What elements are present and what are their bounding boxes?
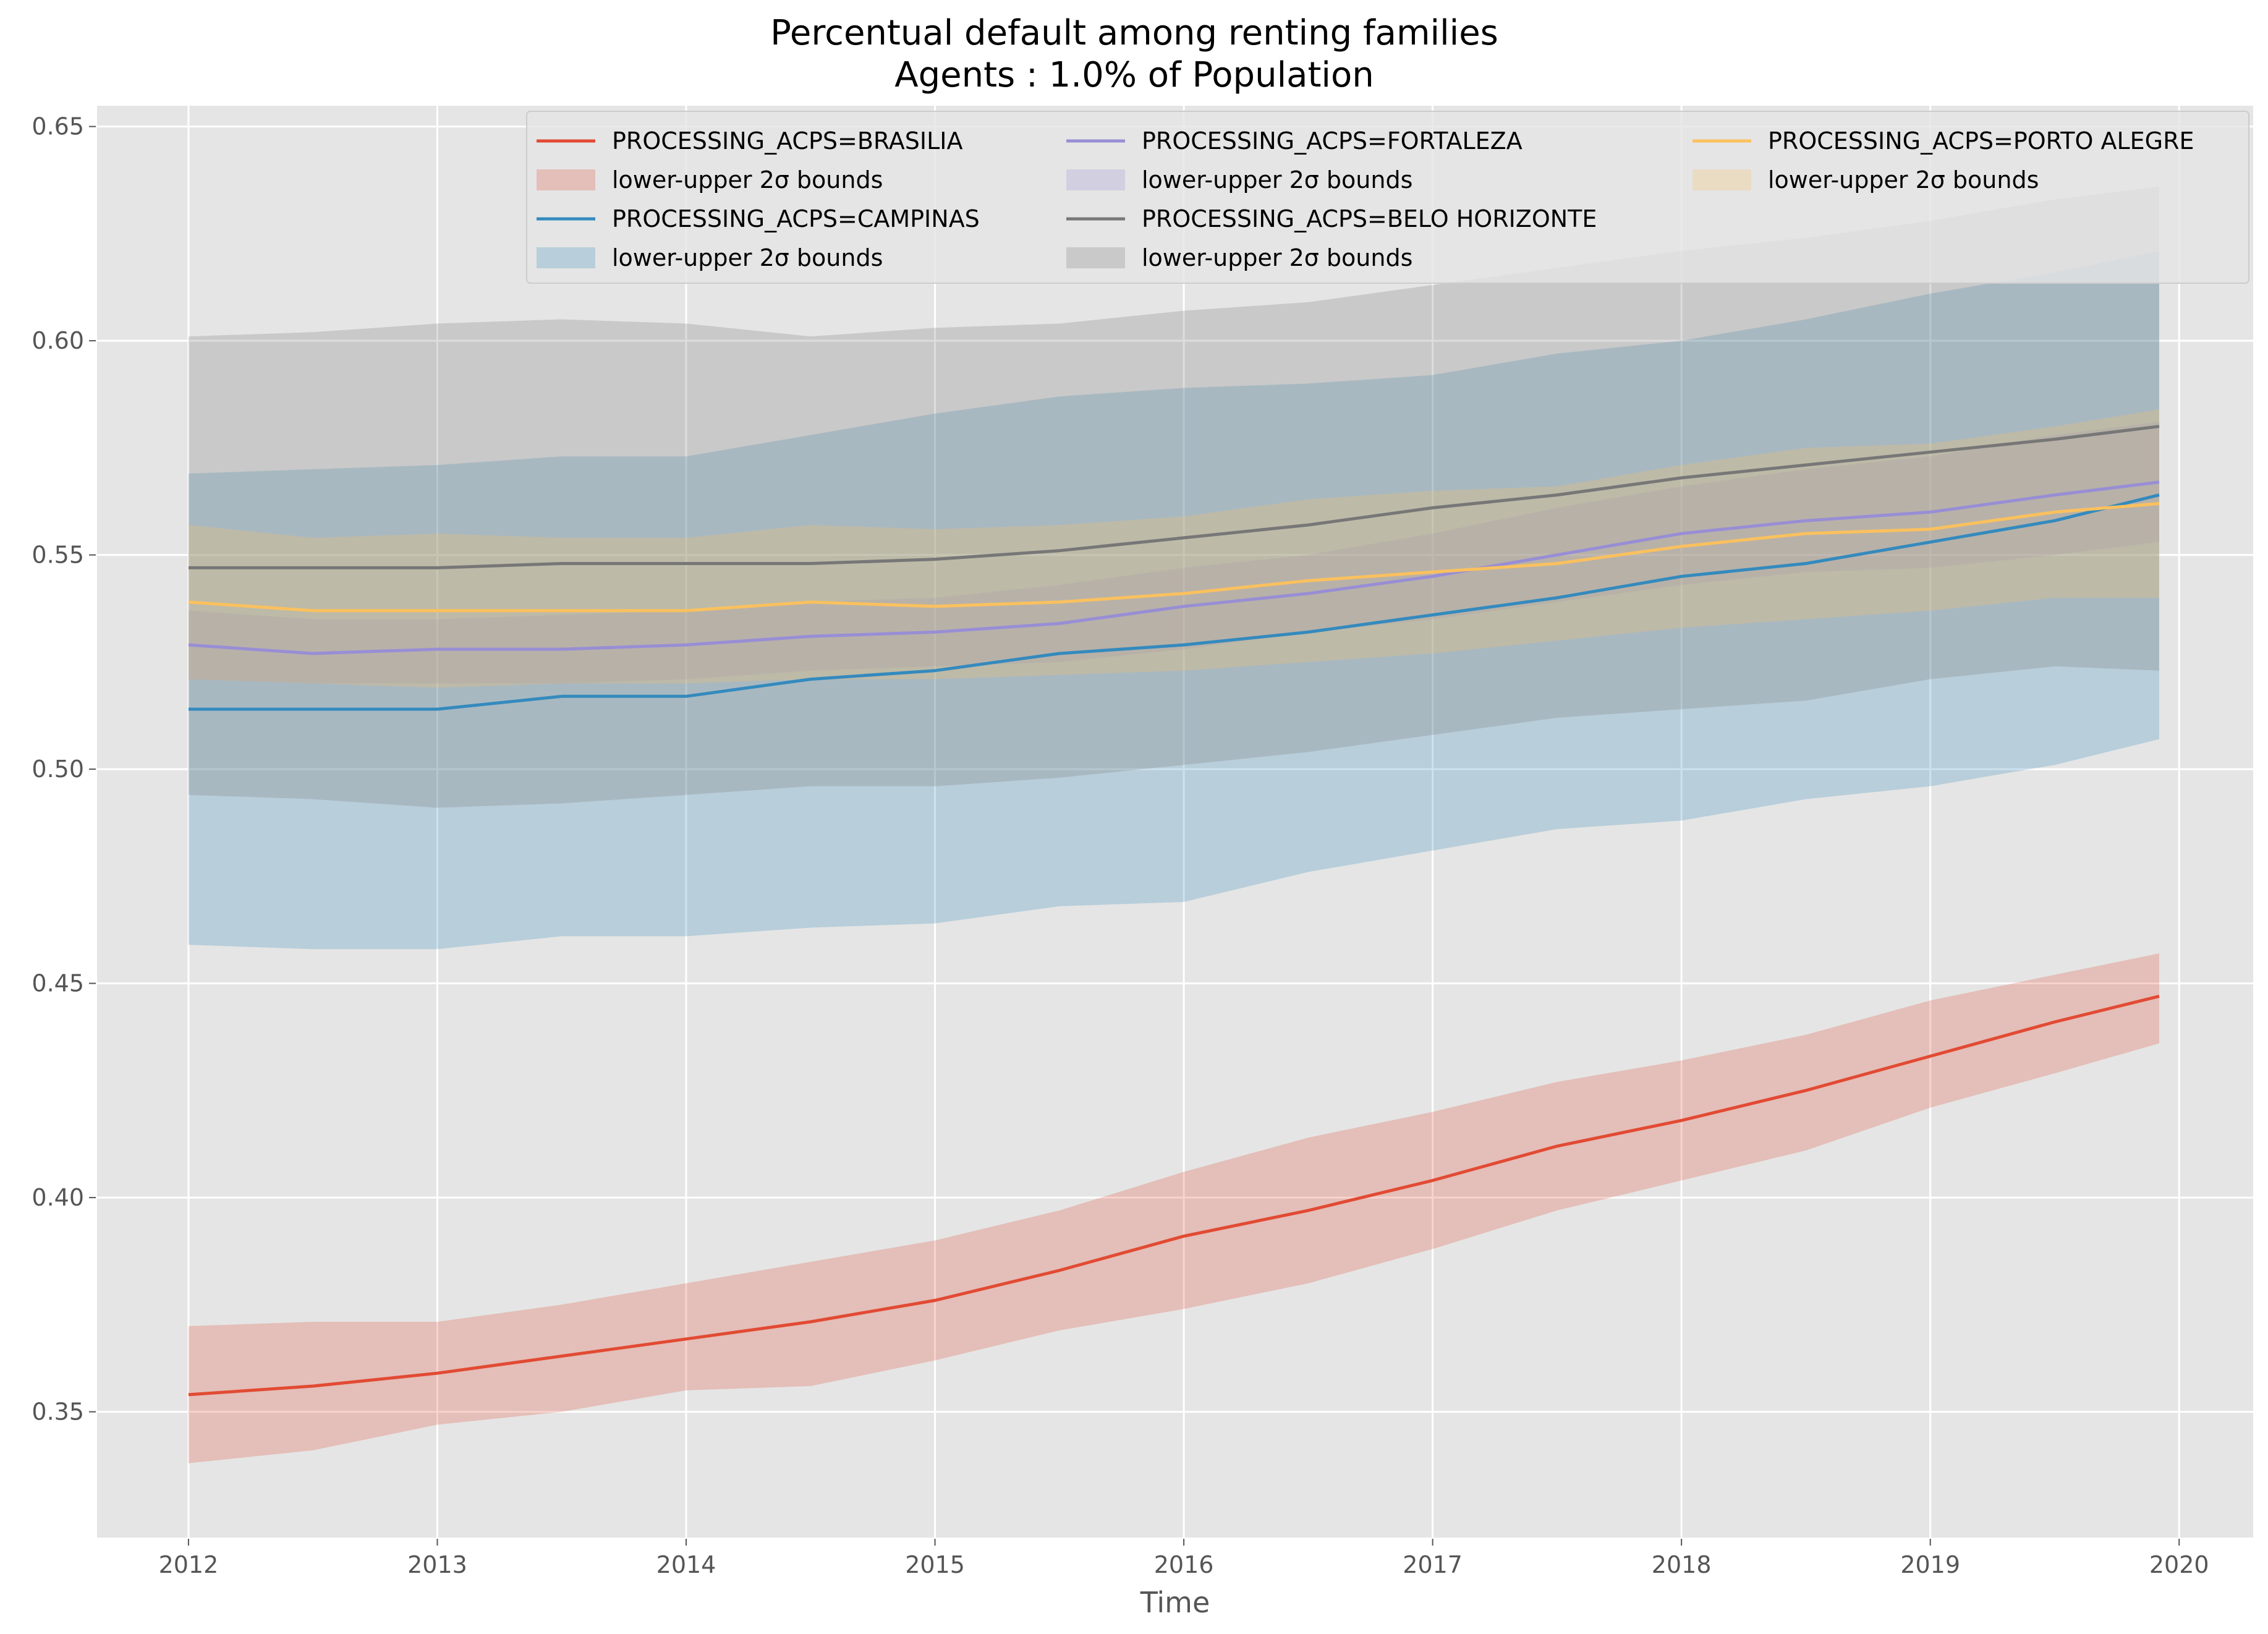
legend-entry-label: PROCESSING_ACPS=CAMPINAS <box>612 205 980 232</box>
y-tick-label: 0.40 <box>32 1184 84 1211</box>
series-line <box>188 493 2160 711</box>
legend-entry-label: PROCESSING_ACPS=FORTALEZA <box>1142 127 1523 155</box>
chart-subtitle: Agents : 1.0% of Population <box>894 55 1374 95</box>
series-line <box>188 994 2160 1397</box>
chart-title: Percentual default among renting familie… <box>770 13 1498 53</box>
x-tick-label: 2014 <box>656 1551 716 1578</box>
series-lines <box>188 425 2160 1397</box>
legend: PROCESSING_ACPS=BRASILIA lower-upper 2σ b… <box>526 111 2249 284</box>
plot-area <box>96 105 2254 1538</box>
legend-band-swatch <box>537 169 595 190</box>
y-tick-label: 0.55 <box>32 542 84 569</box>
legend-entry-label: lower-upper 2σ bounds <box>1142 166 1412 194</box>
legend-entry-label: PROCESSING_ACPS=PORTO ALEGRE <box>1768 127 2194 155</box>
x-axis-label: Time <box>1140 1586 1210 1619</box>
series-line <box>188 502 2160 613</box>
legend-frame <box>526 111 2249 284</box>
y-tick-label: 0.35 <box>32 1398 84 1426</box>
x-tick-label: 2012 <box>159 1551 219 1578</box>
x-tick-label: 2015 <box>905 1551 965 1578</box>
y-tick-label: 0.45 <box>32 970 84 997</box>
legend-band-swatch <box>1066 247 1125 268</box>
legend-entry-label: PROCESSING_ACPS=BELO HORIZONTE <box>1142 205 1597 232</box>
x-tick-label: 2019 <box>1900 1551 1960 1578</box>
y-tick-label: 0.65 <box>32 113 84 140</box>
x-tick-label: 2016 <box>1154 1551 1214 1578</box>
confidence-band <box>188 422 2160 684</box>
x-tick-label: 2017 <box>1403 1551 1463 1578</box>
y-tick-label: 0.50 <box>32 755 84 783</box>
series-line <box>188 425 2160 569</box>
legend-band-swatch <box>1066 169 1125 190</box>
confidence-band <box>188 186 2160 808</box>
legend-band-swatch <box>537 247 595 268</box>
x-tick-label: 2018 <box>1652 1551 1712 1578</box>
legend-entry-label: lower-upper 2σ bounds <box>1768 166 2039 194</box>
x-tick-label: 2020 <box>2149 1551 2209 1578</box>
y-tick-label: 0.60 <box>32 327 84 354</box>
legend-band-swatch <box>1693 169 1751 190</box>
axis-ticks: 2012 2013 2014 2015 2016 2017 2018 2019 2020 0.35… <box>32 104 2254 1578</box>
confidence-bands <box>188 186 2160 1463</box>
series-line <box>188 480 2160 655</box>
confidence-band <box>188 953 2160 1463</box>
legend-entry-label: lower-upper 2σ bounds <box>612 244 883 271</box>
legend-entry-label: lower-upper 2σ bounds <box>612 166 883 194</box>
confidence-band <box>188 250 2160 950</box>
legend-entry-label: PROCESSING_ACPS=BRASILIA <box>612 127 962 155</box>
x-tick-label: 2013 <box>407 1551 467 1578</box>
legend-entry-label: lower-upper 2σ bounds <box>1142 244 1412 271</box>
